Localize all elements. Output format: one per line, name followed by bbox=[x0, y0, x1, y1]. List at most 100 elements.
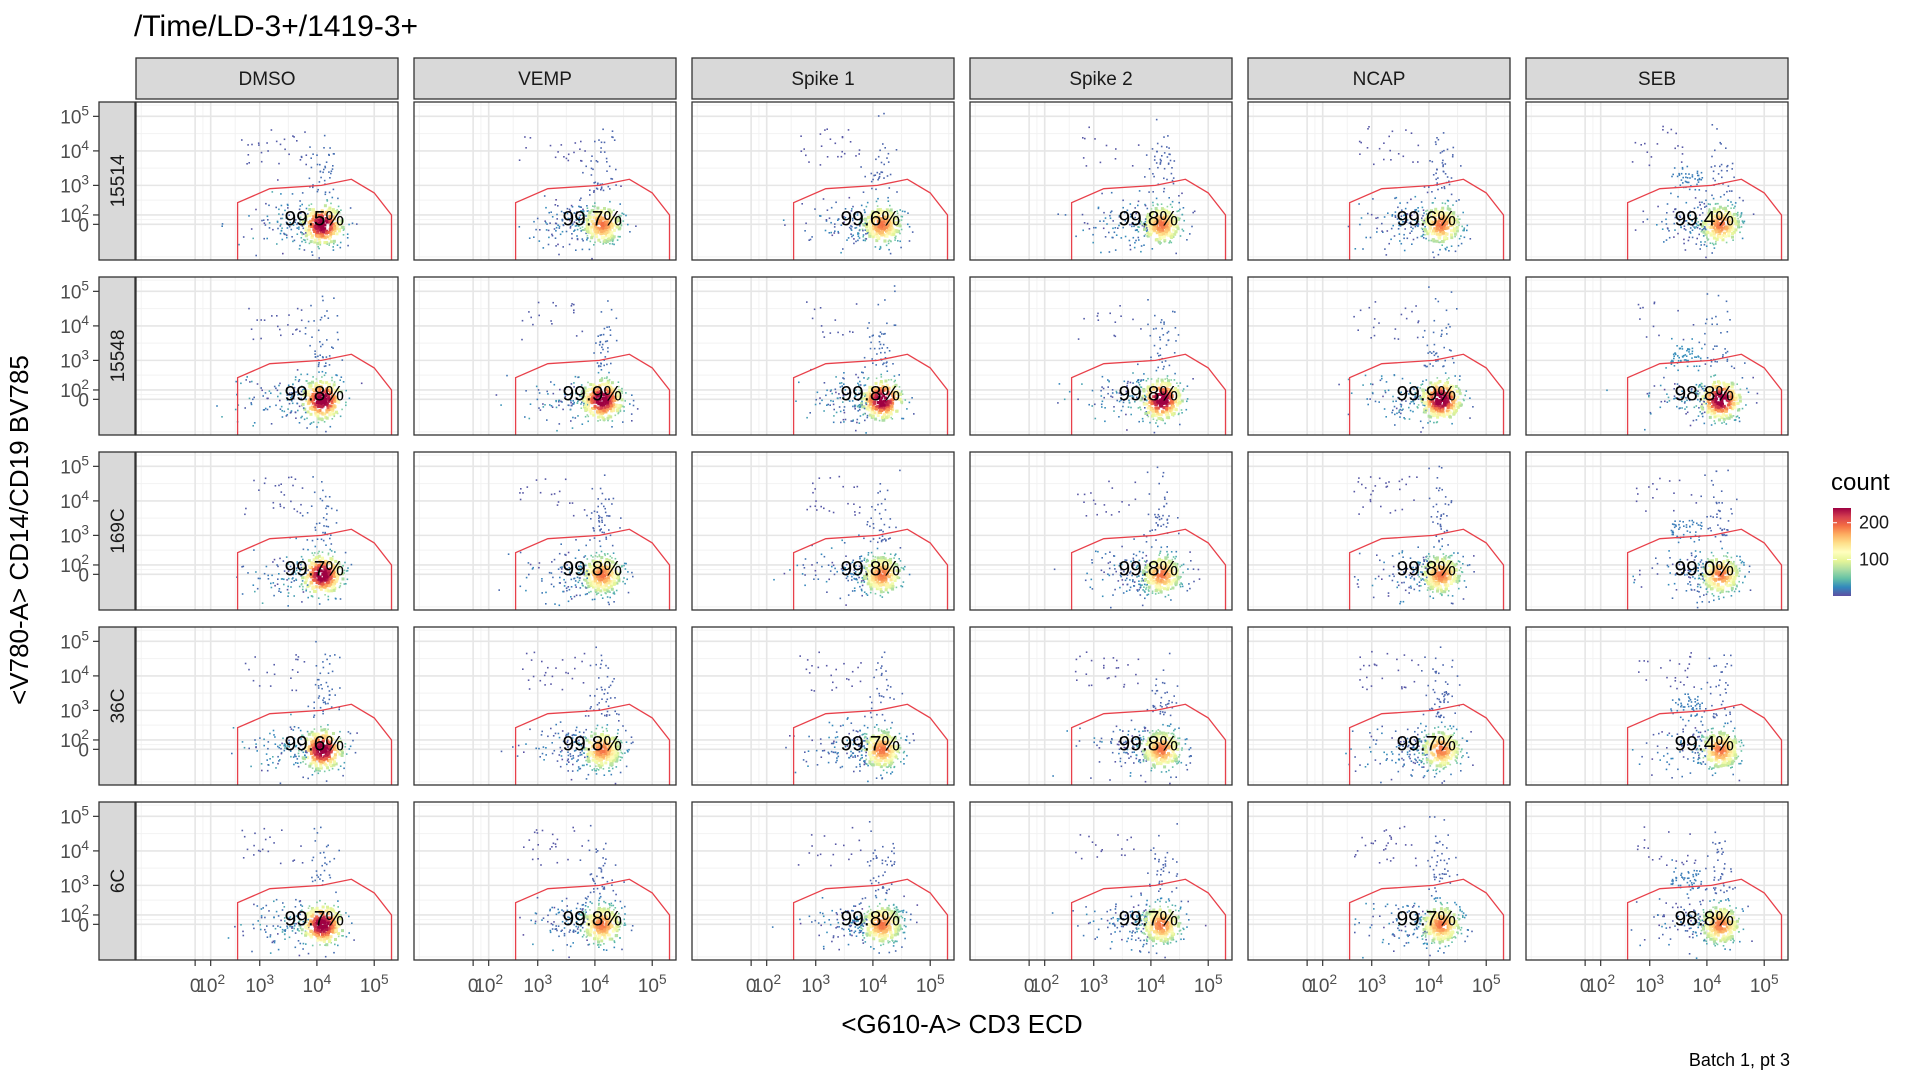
gate-percentage: 99.5% bbox=[285, 207, 345, 230]
density-points bbox=[1347, 126, 1472, 259]
row-strip-15514: 15514 bbox=[98, 101, 136, 261]
gate-polygon bbox=[792, 528, 949, 610]
panel-background bbox=[414, 802, 676, 960]
facet-panel-15548-seb: 98.8% bbox=[1525, 276, 1789, 436]
gate-percentage: 99.8% bbox=[841, 382, 901, 405]
panel-background bbox=[136, 102, 398, 260]
panel-background bbox=[414, 627, 676, 785]
row-strip-label: 6C bbox=[108, 869, 129, 893]
density-points bbox=[1051, 823, 1207, 959]
gate-polygon bbox=[1070, 528, 1227, 610]
panel-border bbox=[413, 101, 677, 261]
column-strip-label: VEMP bbox=[518, 69, 572, 90]
gate-polygon bbox=[1348, 178, 1505, 260]
facet-panel-6C-ncap: 99.7% bbox=[1247, 801, 1511, 961]
panel-grid bbox=[136, 802, 398, 960]
panel-background bbox=[692, 802, 954, 960]
panel-grid bbox=[1526, 277, 1788, 435]
row-strip-15548: 15548 bbox=[98, 276, 136, 436]
density-points bbox=[518, 128, 637, 260]
gate-polygon bbox=[1348, 878, 1505, 960]
panel-background bbox=[1248, 102, 1510, 260]
panel-grid bbox=[136, 627, 398, 785]
gate-percentage: 99.0% bbox=[1675, 557, 1735, 580]
gate-polygon bbox=[236, 178, 393, 260]
density-points bbox=[500, 646, 634, 785]
density-points bbox=[785, 651, 915, 783]
density-points bbox=[1354, 816, 1473, 959]
svg-text:105: 105 bbox=[60, 103, 89, 128]
panel-border bbox=[1247, 626, 1511, 786]
row-strip-label: 169C bbox=[108, 508, 129, 553]
gate-percentage: 99.8% bbox=[841, 907, 901, 930]
gate-percentage: 99.4% bbox=[1675, 207, 1735, 230]
panel-border bbox=[1247, 101, 1511, 261]
density-points bbox=[1631, 652, 1745, 782]
facet-panel-15548-spike-1: 99.8% bbox=[691, 276, 955, 436]
column-strip-label: SEB bbox=[1638, 69, 1676, 90]
panel-border bbox=[1247, 451, 1511, 611]
panel-background bbox=[414, 452, 676, 610]
panel-grid bbox=[1248, 452, 1510, 610]
legend-colorbar bbox=[1833, 508, 1851, 596]
panel-border bbox=[413, 276, 677, 436]
density-points bbox=[236, 476, 353, 607]
panel-background bbox=[1526, 102, 1788, 260]
panel-border bbox=[1525, 276, 1789, 436]
gate-polygon bbox=[1070, 178, 1227, 260]
panel-border bbox=[1525, 626, 1789, 786]
facet-panel-15514-seb: 99.4% bbox=[1525, 101, 1789, 261]
facet-panel-6C-spike-1: 99.8% bbox=[691, 801, 955, 961]
panel-background bbox=[970, 452, 1232, 610]
density-points bbox=[773, 469, 911, 606]
density-points bbox=[1053, 466, 1201, 609]
gate-percentage: 99.8% bbox=[841, 557, 901, 580]
density-points bbox=[1338, 286, 1474, 433]
panel-border bbox=[413, 451, 677, 611]
gate-polygon bbox=[236, 528, 393, 610]
facet-panel-6C-dmso: 99.7% bbox=[135, 801, 399, 961]
legend-tick-label: 200 bbox=[1859, 513, 1889, 533]
density-points bbox=[221, 129, 358, 259]
facet-panel-36C-seb: 99.4% bbox=[1525, 626, 1789, 786]
panel-background bbox=[136, 802, 398, 960]
gate-percentage: 99.8% bbox=[563, 557, 623, 580]
panel-background bbox=[692, 277, 954, 435]
facet-panel-36C-ncap: 99.7% bbox=[1247, 626, 1511, 786]
facet-panel-36C-spike-2: 99.8% bbox=[969, 626, 1233, 786]
facet-panel-169C-ncap: 99.8% bbox=[1247, 451, 1511, 611]
gate-polygon bbox=[236, 703, 393, 785]
panel-background bbox=[136, 452, 398, 610]
column-strip-label: NCAP bbox=[1353, 69, 1406, 90]
panel-grid bbox=[1248, 102, 1510, 260]
panel-background bbox=[970, 102, 1232, 260]
panel-background bbox=[1526, 277, 1788, 435]
density-points bbox=[795, 285, 915, 434]
panel-background bbox=[692, 102, 954, 260]
facet-panel-169C-seb: 99.0% bbox=[1525, 451, 1789, 611]
panel-background bbox=[414, 102, 676, 260]
gate-percentage: 99.4% bbox=[1675, 732, 1735, 755]
gate-polygon bbox=[1626, 528, 1783, 610]
gate-polygon bbox=[1070, 353, 1227, 435]
column-strip-dmso: DMSO bbox=[135, 57, 399, 100]
gate-polygon bbox=[236, 878, 393, 960]
panel-grid bbox=[1248, 627, 1510, 785]
gate-polygon bbox=[792, 178, 949, 260]
panel-border bbox=[135, 626, 399, 786]
panel-border bbox=[969, 801, 1233, 961]
column-strip-label: DMSO bbox=[239, 69, 296, 90]
panel-border bbox=[1525, 801, 1789, 961]
panel-border bbox=[691, 801, 955, 961]
density-points bbox=[519, 824, 634, 959]
facet-panel-36C-vemp: 99.8% bbox=[413, 626, 677, 786]
panel-background bbox=[1248, 627, 1510, 785]
facet-panel-15548-dmso: 99.8% bbox=[135, 276, 399, 436]
panel-grid bbox=[692, 802, 954, 960]
column-strip-label: Spike 1 bbox=[791, 69, 854, 90]
